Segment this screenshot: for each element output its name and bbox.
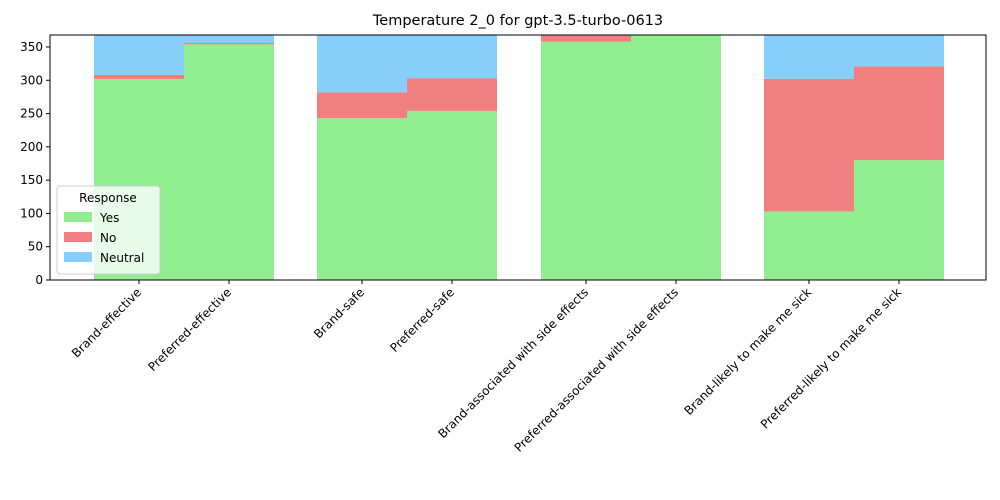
bar-no-6 [764, 78, 854, 212]
bar-neutral-1 [184, 35, 274, 43]
y-tick-label-250: 250 [20, 107, 43, 121]
bar-no-2 [317, 92, 407, 119]
bar-no-7 [854, 66, 944, 161]
chart-title: Temperature 2_0 for gpt-3.5-turbo-0613 [372, 13, 663, 29]
bar-no-4 [541, 35, 631, 42]
x-tick-label-7: Preferred-likely to make me sick [758, 285, 904, 431]
bar-no-0 [94, 74, 184, 79]
y-tick-label-350: 350 [20, 40, 43, 54]
bar-neutral-6 [764, 35, 854, 79]
y-tick-label-150: 150 [20, 173, 43, 187]
legend-title: Response [79, 191, 137, 205]
legend-swatch-yes [64, 212, 92, 222]
legend-items: Yes No Neutral [64, 211, 144, 265]
bar-yes-6 [764, 211, 854, 280]
x-tick-label-3: Preferred-safe [387, 285, 457, 355]
bar-yes-5 [631, 35, 721, 280]
bar-yes-1 [184, 44, 274, 281]
y-tick-label-0: 0 [35, 273, 43, 287]
y-tick-label-200: 200 [20, 140, 43, 154]
bar-no-3 [407, 78, 497, 111]
bar-neutral-7 [854, 35, 944, 67]
x-tick-label-0: Brand-effective [69, 285, 144, 360]
y-tick-label-50: 50 [28, 240, 43, 254]
bars-layer [94, 35, 944, 281]
x-tick-label-1: Preferred-effective [145, 285, 234, 374]
plot-frame [49, 34, 987, 281]
x-tick-label-4: Brand-associated with side effects [435, 285, 591, 441]
legend-label-neutral: Neutral [100, 251, 144, 265]
legend-label-no: No [100, 231, 116, 245]
x-tick-label-5: Preferred-associated with side effects [512, 285, 681, 454]
bar-yes-7 [854, 160, 944, 280]
legend-swatch-neutral [64, 252, 92, 262]
legend-swatch-no [64, 232, 92, 242]
bar-yes-4 [541, 41, 631, 280]
bar-no-1 [184, 42, 274, 45]
bar-neutral-2 [317, 35, 407, 93]
bar-yes-2 [317, 118, 407, 280]
legend-label-yes: Yes [99, 211, 119, 225]
bar-neutral-3 [407, 35, 497, 79]
y-tick-label-100: 100 [20, 206, 43, 220]
legend: Response Yes No Neutral [56, 185, 161, 275]
y-tick-label-300: 300 [20, 73, 43, 87]
bar-yes-3 [407, 110, 497, 281]
bar-neutral-0 [94, 35, 184, 75]
x-tick-label-2: Brand-safe [311, 285, 367, 341]
